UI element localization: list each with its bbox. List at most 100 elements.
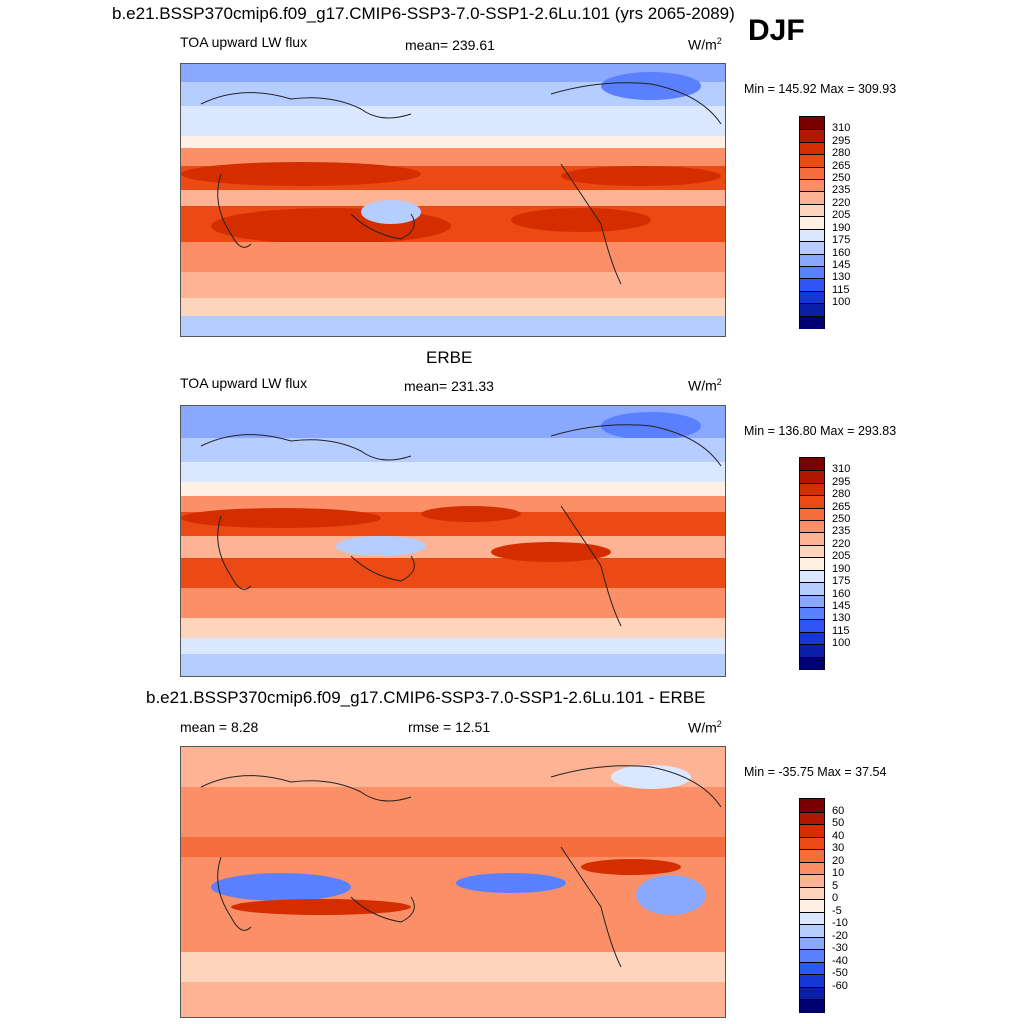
colorbar-box <box>800 569 824 584</box>
colorbar-tick-label: 295 <box>832 134 851 147</box>
colorbar-box <box>800 253 824 267</box>
season-label: DJF <box>748 14 805 47</box>
colorbar-box <box>800 606 824 621</box>
panel-diff-title: b.e21.BSSP370cmip6.f09_g17.CMIP6-SSP3-7.… <box>146 688 706 707</box>
colorbar-box <box>800 203 824 218</box>
colorbar-box <box>800 836 824 851</box>
panel-obs-colorbar <box>799 457 825 670</box>
colorbar-tick-label: 10 <box>832 867 845 880</box>
colorbar-tick-label: 220 <box>832 196 851 209</box>
colorbar-tick-label: 100 <box>832 637 851 650</box>
colorbar-tick-label: 160 <box>832 587 851 600</box>
panel-diff-colorbar <box>799 798 825 1013</box>
colorbar-box <box>800 129 824 143</box>
colorbar-tick-label: 310 <box>832 463 851 476</box>
colorbar-box <box>800 179 824 193</box>
colorbar-box <box>800 631 824 646</box>
map-field <box>181 747 725 1017</box>
colorbar-box <box>800 290 824 305</box>
colorbar-box <box>800 961 824 976</box>
colorbar-box <box>800 303 824 317</box>
colorbar-box <box>800 191 824 205</box>
colorbar-tick-label: 265 <box>832 159 851 172</box>
colorbar-tick-label: 30 <box>832 842 845 855</box>
panel-diff-minmax: Min = -35.75 Max = 37.54 <box>744 765 887 779</box>
colorbar-box <box>800 166 824 181</box>
colorbar-tick-label: 280 <box>832 147 851 160</box>
panel-model-minmax: Min = 145.92 Max = 309.93 <box>744 82 897 96</box>
colorbar-box <box>800 495 824 509</box>
colorbar-tick-label: 250 <box>832 172 851 185</box>
colorbar-tick-label: 205 <box>832 550 851 563</box>
colorbar-tick-label: -50 <box>832 967 848 980</box>
colorbar-box <box>800 974 824 988</box>
colorbar-box <box>800 557 824 571</box>
colorbar-tick-label: 145 <box>832 599 851 612</box>
colorbar-tick-label: 100 <box>832 296 851 309</box>
colorbar-box <box>800 470 824 484</box>
colorbar-box <box>800 544 824 559</box>
colorbar-box <box>800 999 824 1013</box>
panel-obs-units: W/m2 <box>688 377 722 394</box>
colorbar-box <box>800 656 824 670</box>
colorbar-tick-label: -30 <box>832 942 848 955</box>
panel-obs-map <box>180 405 726 677</box>
panel-obs-minmax: Min = 136.80 Max = 293.83 <box>744 424 897 438</box>
colorbar-tick-label: 115 <box>832 624 850 637</box>
colorbar-box <box>800 594 824 608</box>
colorbar-tick-label: 20 <box>832 854 845 867</box>
colorbar-tick-label: 220 <box>832 537 851 550</box>
colorbar-box <box>800 507 824 522</box>
panel-model-units: W/m2 <box>688 36 722 53</box>
colorbar-box <box>800 228 824 243</box>
colorbar-box <box>800 799 824 813</box>
colorbar-box <box>800 936 824 951</box>
panel-model-variable: TOA upward LW flux <box>180 34 308 50</box>
colorbar-box <box>800 154 824 168</box>
panel-obs-variable: TOA upward LW flux <box>180 375 308 391</box>
colorbar-box <box>800 949 824 963</box>
colorbar-box <box>800 619 824 633</box>
panel-diff-rmse: rmse = 12.51 <box>408 719 491 735</box>
colorbar-tick-label: 40 <box>832 829 845 842</box>
colorbar-tick-label: 280 <box>832 488 851 501</box>
colorbar-tick-label: 190 <box>832 562 851 575</box>
colorbar-tick-label: 130 <box>832 612 851 625</box>
colorbar-tick-label: -5 <box>832 904 842 917</box>
colorbar-tick-label: -10 <box>832 917 848 930</box>
colorbar-box <box>800 824 824 838</box>
colorbar-box <box>800 886 824 901</box>
panel-obs-title: ERBE <box>426 348 473 367</box>
colorbar-tick-label: 190 <box>832 221 851 234</box>
colorbar-box <box>800 216 824 230</box>
map-field <box>181 64 725 336</box>
colorbar-tick-label: 175 <box>832 575 851 588</box>
colorbar-tick-label: 310 <box>832 122 851 135</box>
panel-diff-units: W/m2 <box>688 719 722 736</box>
colorbar-tick-label: 50 <box>832 817 845 830</box>
colorbar-tick-label: 205 <box>832 209 851 222</box>
map-field <box>181 406 725 676</box>
panel-diff-mean: mean = 8.28 <box>180 719 259 735</box>
colorbar-box <box>800 849 824 863</box>
colorbar-box <box>800 911 824 926</box>
colorbar-box <box>800 458 824 472</box>
colorbar-box <box>800 582 824 596</box>
colorbar-tick-label: 160 <box>832 246 851 259</box>
colorbar-box <box>800 874 824 888</box>
colorbar-box <box>800 986 824 1001</box>
colorbar-tick-label: -60 <box>832 979 848 992</box>
colorbar-box <box>800 899 824 913</box>
colorbar-tick-label: 235 <box>832 525 851 538</box>
panel-model-colorbar <box>799 116 825 329</box>
colorbar-tick-label: 175 <box>832 234 851 247</box>
colorbar-tick-label: -20 <box>832 929 848 942</box>
colorbar-tick-label: 115 <box>832 283 850 296</box>
colorbar-box <box>800 811 824 826</box>
colorbar-tick-label: 0 <box>832 892 839 905</box>
colorbar-tick-label: 145 <box>832 258 851 271</box>
colorbar-tick-label: 265 <box>832 500 851 513</box>
colorbar-tick-label: 295 <box>832 475 851 488</box>
colorbar-tick-label: 250 <box>832 513 851 526</box>
colorbar-box <box>800 520 824 534</box>
